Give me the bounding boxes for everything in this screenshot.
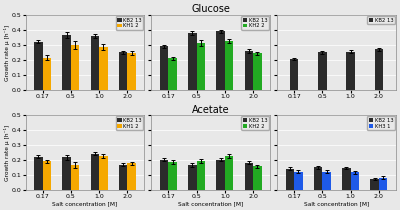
Title: Acetate: Acetate — [192, 105, 230, 115]
Bar — [128, 163, 136, 190]
Bar — [99, 156, 108, 190]
Bar — [314, 167, 322, 190]
Legend: KB2 13, KH2 2: KB2 13, KH2 2 — [242, 16, 269, 30]
Bar — [34, 42, 42, 90]
Bar — [42, 161, 51, 190]
Bar — [119, 52, 128, 90]
Bar — [294, 172, 302, 190]
Bar — [318, 52, 326, 90]
Bar — [290, 59, 298, 90]
Bar — [379, 177, 387, 190]
Bar — [196, 43, 205, 90]
Title: Glucose: Glucose — [191, 4, 230, 14]
Bar — [62, 157, 71, 190]
Bar — [375, 49, 383, 90]
Bar — [253, 166, 262, 190]
Bar — [342, 168, 350, 190]
Bar — [160, 160, 168, 190]
Y-axis label: Growth rate μ [h⁻¹]: Growth rate μ [h⁻¹] — [4, 125, 10, 181]
Bar — [322, 172, 331, 190]
Bar — [370, 179, 379, 190]
Bar — [168, 162, 177, 190]
Bar — [128, 53, 136, 90]
Legend: KB2 13, KH1 2: KB2 13, KH1 2 — [116, 116, 143, 130]
Bar — [99, 47, 108, 90]
X-axis label: Salt concentration [M]: Salt concentration [M] — [52, 201, 118, 206]
Bar — [286, 169, 294, 190]
Bar — [188, 165, 196, 190]
Bar — [34, 157, 42, 190]
Bar — [168, 58, 177, 90]
Legend: KB2 13, KH1 2: KB2 13, KH1 2 — [116, 16, 143, 30]
Bar — [245, 163, 253, 190]
Bar — [346, 52, 355, 90]
Bar — [91, 154, 99, 190]
Bar — [188, 33, 196, 90]
Bar — [91, 36, 99, 90]
Legend: KB2 13, KH2 2: KB2 13, KH2 2 — [242, 116, 269, 130]
Bar — [253, 53, 262, 90]
Bar — [216, 160, 225, 190]
Bar — [42, 58, 51, 90]
Bar — [196, 161, 205, 190]
Bar — [119, 165, 128, 190]
Bar — [245, 51, 253, 90]
Bar — [62, 35, 71, 90]
Bar — [216, 32, 225, 90]
Bar — [350, 172, 359, 190]
X-axis label: Salt concentration [M]: Salt concentration [M] — [178, 201, 244, 206]
Bar — [71, 165, 79, 190]
Legend: KB2 13: KB2 13 — [367, 16, 395, 24]
Bar — [71, 45, 79, 90]
X-axis label: Salt concentration [M]: Salt concentration [M] — [304, 201, 369, 206]
Bar — [160, 46, 168, 90]
Y-axis label: Growth rate μ [h⁻¹]: Growth rate μ [h⁻¹] — [4, 24, 10, 80]
Bar — [225, 156, 233, 190]
Bar — [225, 41, 233, 90]
Legend: KB2 13, KH3 1: KB2 13, KH3 1 — [367, 116, 395, 130]
